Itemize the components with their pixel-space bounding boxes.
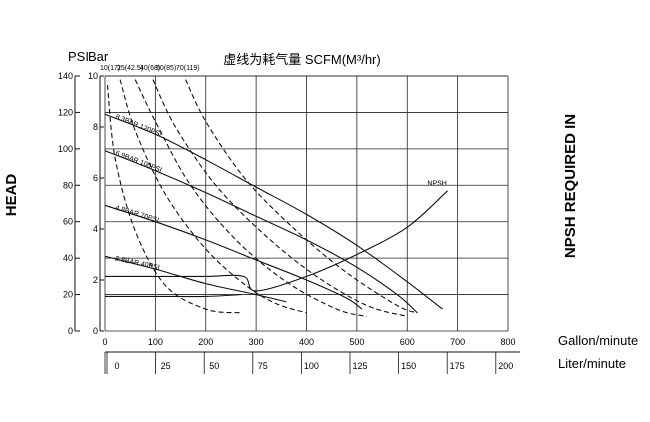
psi-tick-label: 140 xyxy=(58,71,73,81)
bar-tick-label: 2 xyxy=(93,275,98,285)
series-line xyxy=(134,79,368,317)
gpm-tick-label: 0 xyxy=(102,337,107,347)
bar-unit-label: Bar xyxy=(88,49,109,64)
axes xyxy=(74,75,520,374)
psi-tick-label: 0 xyxy=(68,326,73,336)
series-line xyxy=(119,79,307,314)
lpm-tick-label: 75 xyxy=(258,361,268,371)
gpm-tick-label: 500 xyxy=(349,337,364,347)
series-line xyxy=(104,190,448,292)
psi-tick-label: 120 xyxy=(58,107,73,117)
psi-tick-label: 100 xyxy=(58,144,73,154)
gpm-tick-label: 400 xyxy=(299,337,314,347)
chart-title: 虚线为耗气量 SCFM(M³/hr) xyxy=(223,52,380,67)
gpm-tick-label: 300 xyxy=(249,337,264,347)
lpm-tick-label: 125 xyxy=(352,361,367,371)
series-line xyxy=(104,255,287,303)
series-line xyxy=(104,150,418,314)
air-consumption-label: 25(42.5) xyxy=(117,65,143,72)
air-consumption-label: 50(85) xyxy=(156,65,176,72)
gpm-tick-label: 200 xyxy=(198,337,213,347)
y-left-axis-label: HEAD xyxy=(3,174,20,217)
psi-tick-label: 20 xyxy=(63,290,73,300)
series-label: NPSH xyxy=(427,180,446,187)
gpm-tick-label: 100 xyxy=(148,337,163,347)
series-line xyxy=(106,85,242,314)
series-line xyxy=(105,294,242,298)
x-axis-lpm-label: Liter/minute xyxy=(558,356,626,371)
lpm-tick-label: 150 xyxy=(401,361,416,371)
bar-tick-label: 10 xyxy=(88,71,98,81)
air-consumption-label: 10(17) xyxy=(100,65,120,72)
bar-tick-label: 6 xyxy=(93,173,98,183)
bar-tick-label: 4 xyxy=(93,224,98,234)
x-axis-gpm-label: Gallon/minute xyxy=(558,333,638,348)
gpm-tick-label: 700 xyxy=(450,337,465,347)
gpm-tick-label: 600 xyxy=(400,337,415,347)
lpm-tick-label: 100 xyxy=(304,361,319,371)
grid xyxy=(104,75,509,332)
series-line xyxy=(152,79,408,317)
series xyxy=(104,79,448,317)
lpm-tick-label: 0 xyxy=(114,361,119,371)
y-right-axis-label: NPSH REQUIRED IN xyxy=(562,114,579,258)
air-consumption-label: 40(68) xyxy=(140,65,160,72)
psi-tick-label: 60 xyxy=(63,217,73,227)
psi-tick-label: 40 xyxy=(63,253,73,263)
lpm-tick-label: 25 xyxy=(161,361,171,371)
air-consumption-label: 70(119) xyxy=(176,65,200,72)
lpm-tick-label: 175 xyxy=(450,361,465,371)
bar-tick-label: 0 xyxy=(93,326,98,336)
series-line xyxy=(185,79,418,314)
bar-tick-label: 8 xyxy=(93,122,98,132)
series-line xyxy=(104,113,443,310)
lpm-tick-label: 200 xyxy=(498,361,513,371)
lpm-tick-label: 50 xyxy=(209,361,219,371)
psi-tick-label: 80 xyxy=(63,180,73,190)
series-line xyxy=(104,204,363,310)
psi-unit-label: PSI xyxy=(68,49,89,64)
gpm-tick-label: 800 xyxy=(500,337,515,347)
